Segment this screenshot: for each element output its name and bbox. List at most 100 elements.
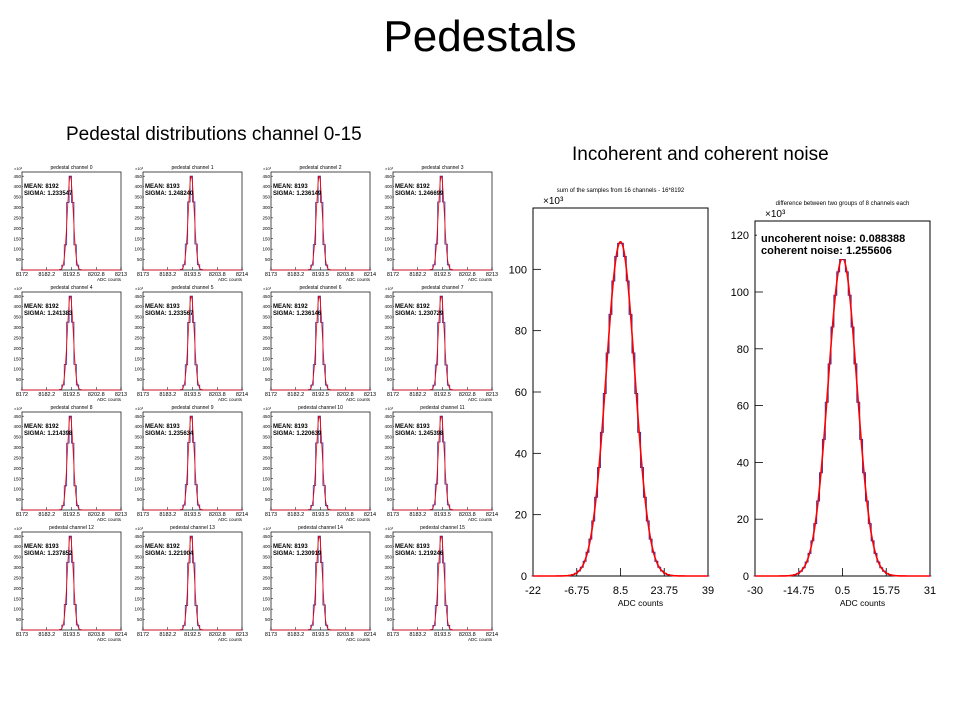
mean-label: MEAN: 8192 bbox=[395, 304, 430, 310]
panel-title: pedestal channel 5 bbox=[172, 285, 214, 291]
sigma-label: SIGMA: 1.230919 bbox=[273, 551, 322, 557]
y-tick-label: 450 bbox=[384, 534, 392, 539]
y-tick-label: 100 bbox=[13, 487, 21, 492]
y-tick-label: 100 bbox=[134, 367, 142, 372]
y-tick-label: 200 bbox=[262, 586, 270, 591]
y-tick-label: 200 bbox=[134, 346, 142, 351]
y-tick-label: 100 bbox=[262, 367, 270, 372]
x-tick-label: 8193.5 bbox=[63, 632, 80, 638]
sigma-label: SIGMA: 1.219246 bbox=[395, 551, 444, 557]
x-axis-label: ADC counts bbox=[97, 637, 122, 642]
y-tick-label: 200 bbox=[134, 466, 142, 471]
y-tick-label: 100 bbox=[134, 487, 142, 492]
x-tick-label: 8193.5 bbox=[312, 632, 329, 638]
pedestal-panel: pedestal channel 0 ×10³ 50 100 150 200 250 300 3… bbox=[13, 165, 127, 282]
sigma-label: SIGMA: 1.235634 bbox=[145, 431, 194, 437]
y-tick-label: 200 bbox=[384, 466, 392, 471]
y-exponent: ×10³ bbox=[14, 286, 23, 291]
x-tick-label: 8192.5 bbox=[63, 512, 80, 518]
fit-curve bbox=[22, 175, 121, 271]
y-tick-label: 250 bbox=[134, 215, 142, 220]
left-heading: Pedestal distributions channel 0-15 bbox=[66, 124, 362, 145]
y-tick-label: 150 bbox=[262, 596, 270, 601]
y-tick-label: 350 bbox=[13, 315, 21, 320]
x-tick-label: 8192.5 bbox=[63, 272, 80, 278]
x-tick-label: 8203.8 bbox=[337, 632, 354, 638]
x-tick-label: 8203.8 bbox=[337, 272, 354, 278]
y-tick-label: 300 bbox=[13, 325, 21, 330]
x-axis-label: ADC counts bbox=[218, 517, 243, 522]
y-tick-label: 450 bbox=[134, 294, 142, 299]
x-tick-label: 8214 bbox=[236, 512, 248, 518]
panel-title: pedestal channel 10 bbox=[298, 405, 343, 411]
y-tick-label: 250 bbox=[134, 455, 142, 460]
x-tick-label: 8182.2 bbox=[38, 392, 55, 398]
panel-title: pedestal channel 3 bbox=[422, 165, 464, 171]
fit-curve bbox=[271, 415, 370, 511]
y-tick-label: 350 bbox=[134, 435, 142, 440]
y-tick-label: 300 bbox=[384, 205, 392, 210]
y-exponent: ×10³ bbox=[135, 406, 144, 411]
stats-box bbox=[144, 182, 187, 198]
y-tick-label: 400 bbox=[384, 304, 392, 309]
x-tick-label: 8183.2 bbox=[409, 512, 426, 518]
fit-curve bbox=[271, 535, 370, 631]
y-tick-label: 350 bbox=[134, 555, 142, 560]
y-tick-label: 300 bbox=[384, 325, 392, 330]
x-tick-label: 8183.2 bbox=[159, 272, 176, 278]
y-tick-label: 450 bbox=[262, 414, 270, 419]
x-tick-label: 8214 bbox=[236, 272, 248, 278]
x-tick-label: 8173 bbox=[265, 632, 277, 638]
x-tick-label: 8183.2 bbox=[38, 632, 55, 638]
sigma-label: SIGMA: 1.220639 bbox=[273, 431, 322, 437]
x-tick-label: 8193.5 bbox=[184, 512, 201, 518]
x-tick-label: 8193.5 bbox=[184, 392, 201, 398]
x-tick-label: 8214 bbox=[364, 512, 376, 518]
x-tick-label: 8182.2 bbox=[287, 392, 304, 398]
y-tick-label: 400 bbox=[13, 544, 21, 549]
y-tick-label: 350 bbox=[13, 435, 21, 440]
y-tick-label: 150 bbox=[134, 356, 142, 361]
pedestal-panel: pedestal channel 1 ×10³ 50 100 150 200 250 300 3… bbox=[134, 165, 248, 282]
x-tick-label: 8173 bbox=[16, 632, 28, 638]
x-axis-label: ADC counts bbox=[346, 637, 371, 642]
mean-label: MEAN: 8193 bbox=[273, 544, 308, 550]
y-tick-label: 250 bbox=[13, 575, 21, 580]
mean-label: MEAN: 8192 bbox=[273, 304, 308, 310]
mean-label: MEAN: 8193 bbox=[145, 304, 180, 310]
x-tick-label: 8214 bbox=[115, 632, 127, 638]
y-tick-label: 200 bbox=[262, 346, 270, 351]
fit-curve bbox=[393, 175, 492, 271]
y-tick-label: 100 bbox=[13, 367, 21, 372]
stats-box bbox=[144, 302, 187, 318]
x-tick-label: 8202.8 bbox=[337, 392, 354, 398]
x-tick-label: 8182.2 bbox=[409, 272, 426, 278]
y-tick-label: 350 bbox=[384, 555, 392, 560]
x-axis-label: ADC counts bbox=[97, 397, 122, 402]
fit-curve bbox=[143, 175, 242, 271]
x-tick-label: 8192.5 bbox=[434, 272, 451, 278]
x-tick-label: 8214 bbox=[486, 512, 498, 518]
x-tick-label: 8173 bbox=[137, 392, 149, 398]
x-tick-label: 8202.8 bbox=[88, 272, 105, 278]
panel-title: pedestal channel 1 bbox=[172, 165, 214, 171]
x-tick-label: 8173 bbox=[387, 632, 399, 638]
y-tick-label: 400 bbox=[13, 184, 21, 189]
x-tick-label: 8192.5 bbox=[312, 392, 329, 398]
mean-label: MEAN: 8192 bbox=[24, 304, 59, 310]
y-tick-label: 300 bbox=[134, 565, 142, 570]
y-tick-label: 450 bbox=[262, 294, 270, 299]
panel-title: pedestal channel 8 bbox=[51, 405, 93, 411]
stats-box bbox=[394, 422, 437, 438]
x-tick-label: 8173 bbox=[137, 272, 149, 278]
y-exponent: ×10³ bbox=[14, 526, 23, 531]
y-tick-label: 250 bbox=[13, 335, 21, 340]
x-tick-label: 8192.5 bbox=[63, 392, 80, 398]
y-tick-label: 50 bbox=[265, 377, 271, 382]
y-tick-label: 400 bbox=[262, 424, 270, 429]
fit-curve bbox=[143, 535, 242, 631]
x-tick-label: 8172 bbox=[137, 632, 149, 638]
x-tick-label: 8203.8 bbox=[209, 272, 226, 278]
y-tick-label: 150 bbox=[262, 236, 270, 241]
panel-title: pedestal channel 0 bbox=[51, 165, 93, 171]
